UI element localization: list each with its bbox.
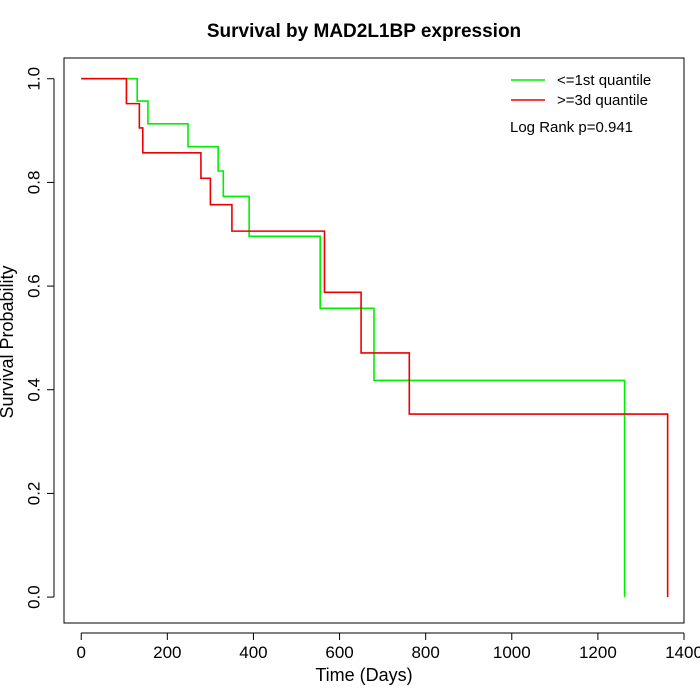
- survival-curve-2: [81, 77, 669, 598]
- x-axis-title: Time (Days): [315, 665, 412, 685]
- y-tick-label: 0.0: [25, 585, 44, 609]
- x-axis: 0 200 400 600 800 1000 1200 1400: [76, 632, 700, 662]
- x-tick-label: 1400: [665, 643, 700, 662]
- x-tick-label: 200: [153, 643, 181, 662]
- y-tick-label: 0.2: [25, 482, 44, 506]
- x-tick-label: 800: [411, 643, 439, 662]
- y-tick-label: 0.4: [25, 378, 44, 402]
- x-tick-label: 1000: [493, 643, 531, 662]
- y-tick-label: 0.8: [25, 171, 44, 195]
- legend-label-2: >=3d quantile: [557, 92, 648, 109]
- y-tick-label: 1.0: [25, 67, 44, 91]
- x-tick-label: 600: [325, 643, 353, 662]
- legend: <=1st quantile >=3d quantile: [511, 72, 651, 109]
- y-axis-title: Survival Probability: [0, 265, 17, 418]
- x-tick-label: 400: [239, 643, 267, 662]
- log-rank-annotation: Log Rank p=0.941: [510, 119, 633, 136]
- x-tick-label: 1200: [579, 643, 617, 662]
- chart-title: Survival by MAD2L1BP expression: [207, 21, 521, 42]
- y-axis: 0.0 0.2 0.4 0.6 0.8 1.0: [25, 67, 55, 609]
- legend-label-1: <=1st quantile: [557, 72, 651, 89]
- x-tick-label: 0: [76, 643, 85, 662]
- survival-curve-1: [81, 77, 626, 598]
- plot-frame: [63, 57, 685, 624]
- y-tick-label: 0.6: [25, 274, 44, 298]
- series-layer: [81, 77, 669, 598]
